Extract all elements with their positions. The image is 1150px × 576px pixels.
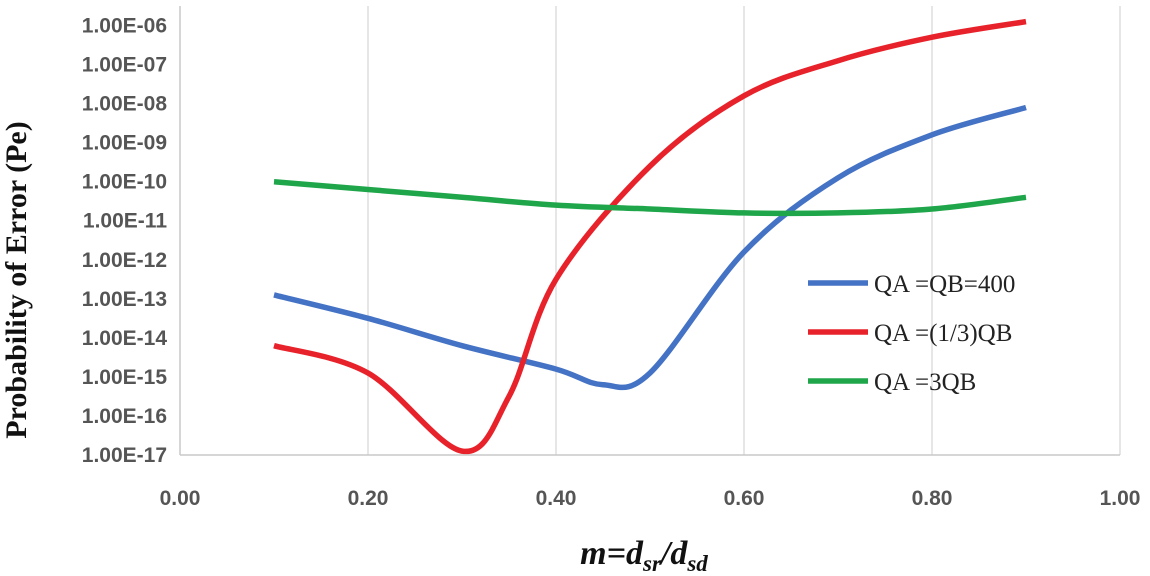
x-label-sub1: sr	[642, 551, 662, 576]
x-tick-label: 1.00	[1100, 487, 1141, 510]
y-tick-label: 1.00E-12	[82, 249, 167, 272]
y-axis-label: Probability of Error (Pe)	[0, 121, 33, 438]
gridlines	[179, 6, 1121, 455]
series-lines	[273, 18, 1027, 455]
y-tick-label: 1.00E-07	[82, 54, 167, 77]
y-tick-label: 1.00E-16	[82, 405, 167, 428]
y-tick-label: 1.00E-17	[82, 444, 167, 467]
series-line-2	[273, 18, 1027, 455]
y-tick-label: 1.00E-14	[82, 327, 168, 350]
x-tick-label: 0.40	[536, 487, 577, 510]
y-tick-label: 1.00E-13	[82, 288, 167, 311]
y-tick-label: 1.00E-15	[82, 366, 168, 389]
x-tick-label: 0.00	[160, 487, 201, 510]
x-tick-label: 0.60	[724, 487, 765, 510]
y-tick-label: 1.00E-09	[82, 132, 167, 155]
axes: 0.00 0.20 0.40 0.60 0.80 1.00 1.00E-06 1.00E-07…	[82, 15, 1141, 510]
legend-label: QA =3QB	[874, 369, 976, 396]
legend-label: QA =QB=400	[874, 271, 1015, 298]
x-label-prefix: m=d	[580, 535, 644, 572]
x-label-sub2: sd	[686, 551, 708, 576]
series-line-3	[273, 178, 1027, 217]
x-tick-label: 0.20	[348, 487, 389, 510]
legend: QA =QB=400 QA =(1/3)QB QA =3QB	[808, 271, 1015, 396]
y-tick-label: 1.00E-08	[82, 93, 168, 116]
series-line-1	[273, 104, 1027, 391]
y-tick-label: 1.00E-11	[83, 210, 167, 233]
x-label-mid: /d	[658, 535, 688, 572]
y-tick-label: 1.00E-06	[82, 15, 167, 38]
x-tick-label: 0.80	[912, 487, 953, 510]
x-axis-label: m=dsr/dsd	[580, 535, 708, 576]
y-tick-label: 1.00E-10	[82, 171, 167, 194]
legend-label: QA =(1/3)QB	[874, 320, 1012, 347]
